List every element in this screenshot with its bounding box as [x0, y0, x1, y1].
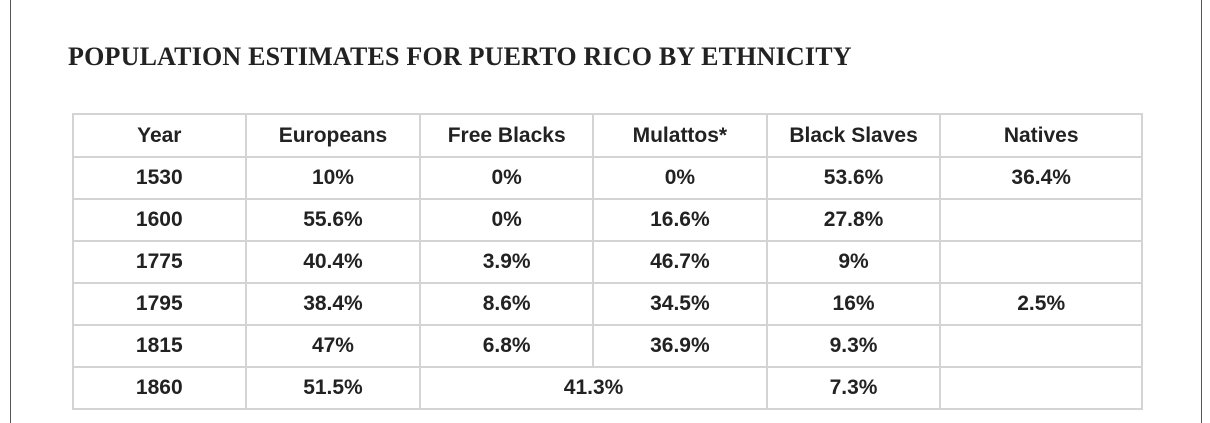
column-header: Natives	[939, 113, 1143, 158]
value-cell: 51.5%	[244, 366, 422, 410]
page-frame	[10, 0, 1202, 423]
value-cell: 3.9%	[419, 240, 594, 284]
value-cell: 27.8%	[765, 198, 942, 242]
value-cell: 0%	[419, 156, 594, 200]
header-row: Year Europeans Free Blacks Mulattos* Black S…	[72, 113, 1143, 158]
year-cell: 1815	[72, 324, 247, 368]
value-cell: 0%	[592, 156, 768, 200]
table-head: Year Europeans Free Blacks Mulattos* Black S…	[72, 113, 1143, 158]
table-row: 1795 38.4% 8.6% 34.5% 16% 2.5%	[72, 282, 1143, 326]
empty-cell	[939, 198, 1143, 242]
empty-cell	[939, 324, 1143, 368]
value-cell: 34.5%	[592, 282, 768, 326]
column-header: Year	[72, 113, 247, 158]
year-cell: 1775	[72, 240, 247, 284]
column-header: Black Slaves	[765, 113, 942, 158]
value-cell: 36.4%	[939, 156, 1143, 200]
value-cell: 6.8%	[419, 324, 594, 368]
value-cell: 2.5%	[939, 282, 1143, 326]
table-row: 1815 47% 6.8% 36.9% 9.3%	[72, 324, 1143, 368]
table-body: 1530 10% 0% 0% 53.6% 36.4% 1600 55.6% 0% 16.6% 27.…	[72, 156, 1143, 410]
column-header: Free Blacks	[419, 113, 594, 158]
year-cell: 1860	[72, 366, 247, 410]
merged-cell: 41.3%	[419, 366, 768, 410]
value-cell: 9.3%	[765, 324, 942, 368]
value-cell: 53.6%	[765, 156, 942, 200]
population-table: Year Europeans Free Blacks Mulattos* Black S…	[72, 113, 1143, 410]
value-cell: 47%	[244, 324, 422, 368]
table-row: 1530 10% 0% 0% 53.6% 36.4%	[72, 156, 1143, 200]
value-cell: 36.9%	[592, 324, 768, 368]
table-row: 1600 55.6% 0% 16.6% 27.8%	[72, 198, 1143, 242]
value-cell: 40.4%	[244, 240, 422, 284]
empty-cell	[939, 366, 1143, 410]
value-cell: 9%	[765, 240, 942, 284]
value-cell: 55.6%	[244, 198, 422, 242]
column-header: Mulattos*	[592, 113, 768, 158]
year-cell: 1795	[72, 282, 247, 326]
empty-cell	[939, 240, 1143, 284]
value-cell: 38.4%	[244, 282, 422, 326]
value-cell: 8.6%	[419, 282, 594, 326]
year-cell: 1530	[72, 156, 247, 200]
column-header: Europeans	[244, 113, 422, 158]
value-cell: 46.7%	[592, 240, 768, 284]
table-row: 1775 40.4% 3.9% 46.7% 9%	[72, 240, 1143, 284]
value-cell: 16%	[765, 282, 942, 326]
value-cell: 0%	[419, 198, 594, 242]
table-row: 1860 51.5% 41.3% 7.3%	[72, 366, 1143, 410]
value-cell: 10%	[244, 156, 422, 200]
year-cell: 1600	[72, 198, 247, 242]
value-cell: 7.3%	[765, 366, 942, 410]
table-title: POPULATION ESTIMATES FOR PUERTO RICO BY …	[68, 42, 852, 71]
value-cell: 16.6%	[592, 198, 768, 242]
